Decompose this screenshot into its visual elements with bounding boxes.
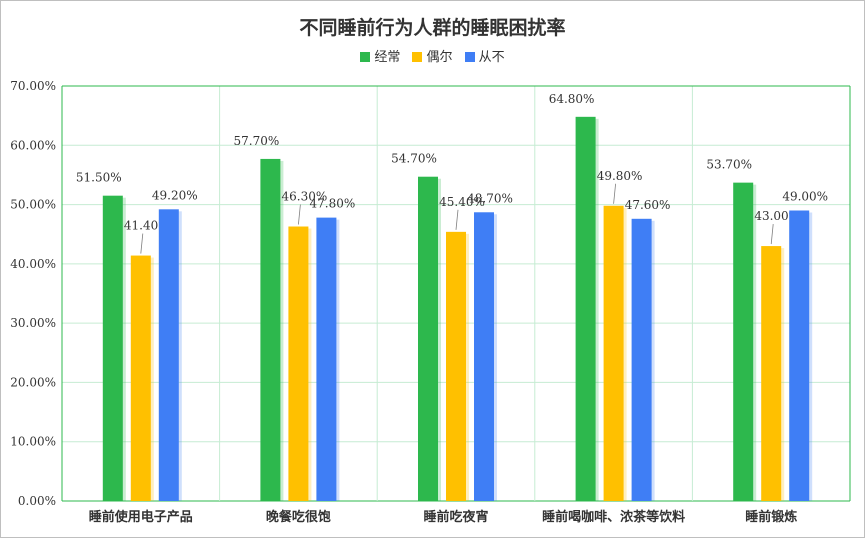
data-label-0-0: 51.50% (76, 171, 122, 185)
data-label-1-1: 46.30% (282, 190, 328, 204)
y-tick-label: 40.00% (10, 257, 56, 271)
data-label-leader (770, 224, 774, 245)
legend-item-frequent[interactable]: 经常 (360, 46, 400, 65)
y-tick-label: 60.00% (10, 138, 56, 152)
y-tick-label: 20.00% (10, 375, 56, 389)
legend-label-occasional: 偶尔 (426, 50, 453, 65)
x-tick-label: 晚餐吃很饱 (266, 509, 331, 525)
bar-0-3[interactable] (575, 116, 596, 501)
data-label-leader (455, 209, 459, 230)
data-label-1-4: 43.00% (754, 209, 800, 223)
legend-label-frequent: 经常 (374, 50, 401, 65)
data-label-leader (613, 183, 616, 204)
bar-1-4[interactable] (761, 246, 782, 501)
data-label-2-4: 49.00% (782, 190, 828, 204)
bar-0-1[interactable] (260, 158, 281, 501)
legend-item-occasional[interactable]: 偶尔 (412, 46, 453, 65)
data-label-1-0: 41.40% (124, 219, 170, 233)
data-label-2-1: 47.80% (310, 197, 356, 211)
bar-2-2[interactable] (474, 212, 494, 501)
bar-2-3[interactable] (631, 218, 652, 502)
x-tick-label: 睡前喝咖啡、浓茶等饮料 (542, 509, 685, 525)
data-label-1-3: 49.80% (597, 169, 643, 183)
legend-swatch-never (464, 52, 475, 62)
bar-1-2[interactable] (446, 231, 466, 502)
legend-swatch-frequent (360, 52, 371, 62)
legend-label-never: 从不 (478, 50, 505, 65)
bar-2-1[interactable] (316, 217, 337, 501)
data-label-0-2: 54.70% (391, 152, 437, 166)
x-tick-label: 睡前锻炼 (745, 509, 797, 525)
data-label-leader (298, 204, 301, 225)
data-label-2-2: 48.70% (467, 191, 513, 205)
y-tick-label: 0.00% (18, 494, 56, 508)
data-label-2-3: 47.60% (625, 198, 671, 212)
y-tick-label: 30.00% (10, 316, 56, 330)
bar-0-0[interactable] (102, 195, 123, 501)
bar-1-3[interactable] (603, 205, 624, 501)
y-tick-label: 10.00% (10, 435, 56, 449)
bar-2-0[interactable] (158, 209, 179, 502)
data-label-0-1: 57.70% (234, 134, 280, 148)
y-tick-label: 50.00% (10, 198, 56, 212)
data-label-0-3: 64.80% (549, 92, 595, 106)
data-label-0-4: 53.70% (706, 158, 752, 172)
data-label-leader (140, 233, 144, 254)
legend-swatch-occasional (412, 52, 423, 62)
bar-1-0[interactable] (130, 255, 151, 501)
bar-2-4[interactable] (789, 210, 810, 502)
chart-legend: 经常 偶尔 从不 (0, 46, 865, 65)
chart-title: 不同睡前行为人群的睡眠困扰率 (299, 17, 566, 39)
bar-1-1[interactable] (288, 226, 309, 501)
y-tick-label: 70.00% (10, 79, 56, 93)
bar-0-4[interactable] (733, 182, 754, 501)
x-tick-label: 睡前吃夜宵 (423, 509, 488, 525)
x-tick-label: 睡前使用电子产品 (89, 509, 193, 525)
bar-0-2[interactable] (418, 176, 438, 501)
data-label-1-2: 45.40% (439, 195, 485, 209)
data-label-2-0: 49.20% (152, 188, 198, 202)
legend-item-never[interactable]: 从不 (464, 46, 505, 65)
